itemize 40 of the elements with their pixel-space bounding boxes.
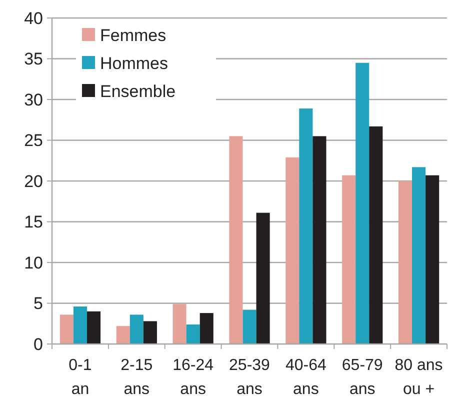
x-tick-label: 25-39 ans bbox=[229, 357, 270, 398]
bar bbox=[73, 306, 87, 344]
bar bbox=[200, 313, 214, 344]
y-tick-label: 10 bbox=[24, 253, 43, 272]
y-tick-label: 0 bbox=[34, 334, 43, 354]
bar bbox=[312, 136, 326, 344]
legend-label: Hommes bbox=[100, 54, 168, 73]
y-tick-label: 5 bbox=[34, 294, 43, 314]
x-tick-label: 65-79 ans bbox=[342, 357, 383, 398]
y-tick-label: 40 bbox=[24, 8, 43, 28]
bar bbox=[130, 314, 144, 344]
x-tick-label: 40-64 ans bbox=[285, 357, 326, 398]
bar bbox=[186, 324, 200, 344]
y-tick-label: 20 bbox=[24, 172, 43, 191]
bar bbox=[369, 126, 383, 344]
bar bbox=[172, 304, 186, 344]
y-tick-label: 35 bbox=[24, 50, 43, 69]
bar bbox=[356, 62, 370, 344]
bar bbox=[143, 321, 157, 344]
bar bbox=[229, 136, 243, 344]
bar bbox=[426, 175, 440, 344]
y-tick-label: 30 bbox=[24, 90, 43, 110]
bar bbox=[242, 310, 256, 344]
x-tick-label: 2-15 ans bbox=[120, 357, 153, 398]
bar bbox=[286, 157, 300, 344]
bar bbox=[116, 326, 130, 344]
legend-label: Femmes bbox=[100, 26, 166, 45]
bar bbox=[60, 314, 74, 344]
bar bbox=[299, 108, 313, 344]
x-tick-label: 80 ans ou + bbox=[394, 357, 443, 398]
bar bbox=[256, 212, 270, 344]
y-tick-label: 25 bbox=[24, 131, 43, 150]
x-tick-label: 0-1 an bbox=[68, 357, 92, 398]
bar bbox=[86, 311, 101, 344]
x-tick-label: 16-24 ans bbox=[172, 357, 214, 398]
y-tick-label: 15 bbox=[24, 212, 43, 232]
legend-label: Ensemble bbox=[100, 82, 176, 101]
bar bbox=[412, 167, 426, 344]
bar bbox=[398, 181, 412, 344]
bar bbox=[342, 175, 356, 344]
